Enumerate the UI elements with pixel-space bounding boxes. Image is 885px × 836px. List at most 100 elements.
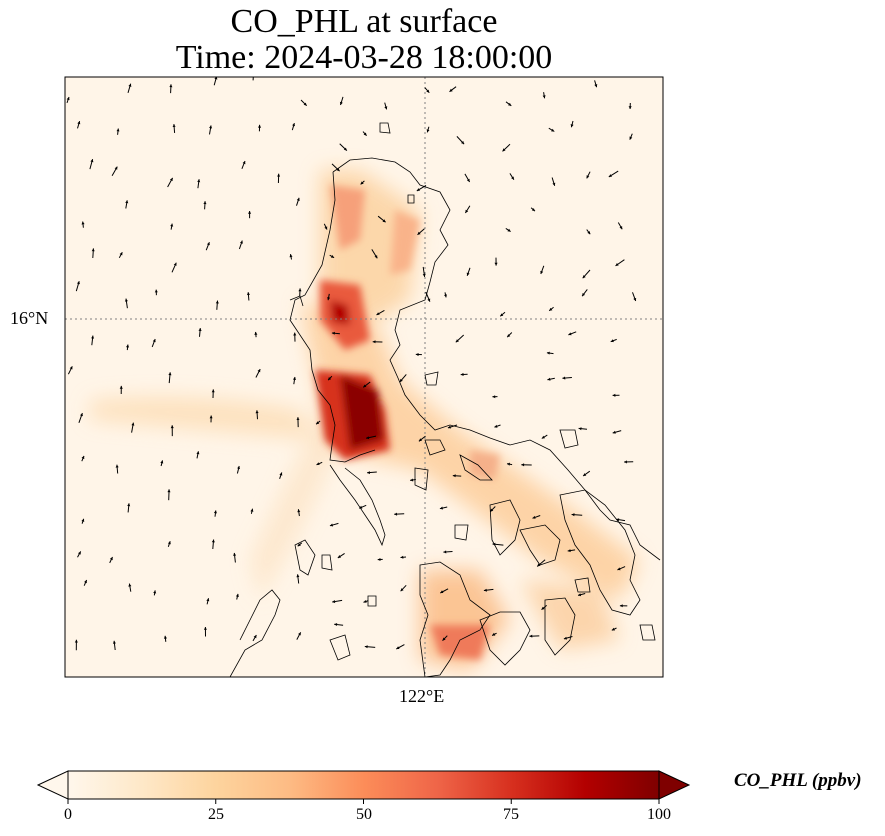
wind-arrow-head bbox=[426, 129, 430, 133]
wind-arrow-head bbox=[377, 558, 381, 561]
wind-arrow-head bbox=[582, 275, 586, 279]
wind-arrow-head bbox=[198, 328, 202, 331]
wind-arrow-head bbox=[507, 334, 511, 338]
wind-arrow-head bbox=[203, 627, 207, 630]
wind-arrow-head bbox=[568, 332, 572, 336]
wind-arrow-head bbox=[206, 598, 210, 602]
wind-arrow-head bbox=[416, 188, 420, 191]
wind-arrow-head bbox=[552, 182, 556, 186]
wind-arrow-head bbox=[74, 639, 78, 643]
wind-arrow-head bbox=[112, 640, 116, 644]
wind-arrow-head bbox=[324, 226, 328, 230]
wind-arrow-head bbox=[511, 176, 514, 180]
wind-arrow-head bbox=[343, 147, 347, 151]
wind-arrow-head bbox=[542, 95, 546, 99]
wind-arrow-head bbox=[298, 632, 301, 636]
wind-arrow-head bbox=[551, 128, 555, 132]
wind-arrow-head bbox=[410, 478, 414, 482]
wind-arrow-head bbox=[258, 124, 262, 128]
wind-arrow-head bbox=[452, 474, 456, 478]
wind-arrow-head bbox=[203, 201, 207, 205]
lon-tick-label: 122°E bbox=[399, 686, 445, 706]
wind-arrow-head bbox=[594, 84, 598, 88]
wind-arrow-head bbox=[571, 513, 575, 517]
wind-arrow-head bbox=[116, 128, 120, 132]
wind-arrow-head bbox=[442, 637, 446, 641]
colorbar-label: CO_PHL (ppbv) bbox=[734, 770, 862, 791]
wind-arrow-head bbox=[125, 200, 129, 204]
wind-arrow-head bbox=[296, 197, 300, 201]
wind-arrow-head bbox=[549, 307, 553, 311]
wind-arrow-head bbox=[465, 209, 469, 213]
wind-arrow-head bbox=[119, 252, 123, 256]
wind-arrow-head bbox=[439, 506, 443, 510]
wind-arrow-head bbox=[332, 600, 336, 604]
wind-arrow-head bbox=[316, 462, 320, 465]
wind-arrow-head bbox=[492, 395, 496, 399]
wind-arrow-head bbox=[214, 77, 218, 80]
wind-arrow-head bbox=[444, 294, 447, 298]
colorbar-tick-label: 0 bbox=[64, 806, 72, 823]
wind-arrow-head bbox=[209, 415, 213, 419]
wind-arrow-head bbox=[119, 385, 123, 389]
wind-arrow-head bbox=[466, 272, 470, 276]
wind-arrow-head bbox=[292, 123, 295, 127]
wind-arrow-head bbox=[81, 221, 85, 225]
wind-arrow-head bbox=[384, 106, 388, 110]
map-panel bbox=[65, 73, 663, 677]
wind-arrow-head bbox=[507, 228, 511, 232]
colorbar-tick-label: 75 bbox=[503, 806, 519, 823]
wind-vectors bbox=[66, 73, 637, 651]
wind-arrow-head bbox=[114, 166, 118, 170]
wind-arrow-head bbox=[541, 435, 545, 439]
wind-arrow-head bbox=[153, 590, 157, 594]
wind-arrow-head bbox=[447, 425, 451, 429]
wind-arrow-head bbox=[422, 273, 426, 277]
colorbar-gradient bbox=[67, 770, 660, 800]
wind-arrow-head bbox=[382, 219, 386, 223]
wind-arrow-head bbox=[127, 503, 131, 507]
wind-arrow-head bbox=[363, 600, 367, 603]
wind-arrow-head bbox=[376, 312, 380, 315]
wind-arrow-head bbox=[297, 509, 301, 513]
wind-arrow-head bbox=[296, 417, 300, 420]
wind-arrow-head bbox=[364, 645, 368, 649]
wind-arrow-head bbox=[374, 255, 378, 259]
wind-arrow-head bbox=[612, 393, 616, 397]
wind-arrow-head bbox=[76, 281, 80, 285]
wind-arrow-head bbox=[363, 384, 367, 388]
wind-arrow-head bbox=[461, 141, 465, 145]
wind-arrow-head bbox=[250, 508, 254, 512]
wind-arrow-head bbox=[443, 550, 447, 554]
wind-arrow-head bbox=[617, 567, 621, 571]
wind-arrow-head bbox=[124, 298, 128, 302]
wind-arrow-head bbox=[611, 627, 615, 631]
colorbar-tick-label: 25 bbox=[208, 806, 224, 823]
wind-arrow-head bbox=[367, 471, 370, 475]
wind-arrow-head bbox=[547, 377, 551, 381]
wind-arrow-head bbox=[460, 372, 464, 376]
wind-arrow-head bbox=[455, 339, 459, 343]
wind-arrow-head bbox=[172, 124, 176, 127]
wind-arrow-head bbox=[252, 73, 255, 76]
wind-arrow-head bbox=[246, 292, 250, 296]
wind-arrow-head bbox=[500, 313, 504, 317]
map-frame bbox=[64, 76, 664, 678]
wind-arrow-head bbox=[399, 378, 403, 382]
wind-arrow-head bbox=[331, 331, 335, 335]
wind-arrow-head bbox=[242, 161, 246, 165]
wind-arrow-head bbox=[254, 331, 258, 335]
wind-arrow-head bbox=[330, 255, 335, 258]
wind-arrow-head bbox=[152, 339, 156, 343]
wind-arrow-head bbox=[213, 510, 217, 514]
wind-arrow-head bbox=[587, 231, 591, 235]
wind-arrow-head bbox=[570, 124, 574, 128]
wind-arrow-head bbox=[608, 174, 612, 177]
wind-arrow-head bbox=[316, 421, 320, 425]
wind-arrow-head bbox=[633, 297, 637, 301]
wind-arrow-head bbox=[91, 248, 95, 252]
colorbar-extend-high bbox=[658, 770, 691, 800]
wind-arrow-head bbox=[298, 288, 302, 292]
wind-arrow-head bbox=[521, 463, 525, 467]
